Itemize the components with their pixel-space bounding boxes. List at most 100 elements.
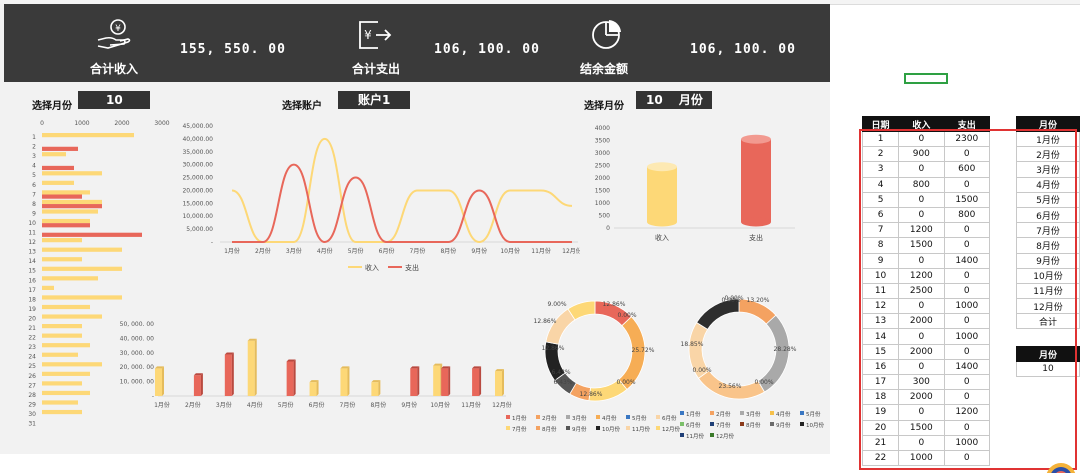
table-cell[interactable]: 22 [861, 449, 900, 467]
income-bar [42, 409, 82, 415]
income-donut-chart: 12.86% 0.00% 25.72% 0.00% 12.86% 6.43% 6.43% 12… [534, 300, 655, 402]
table-cell[interactable]: 12 [861, 298, 900, 315]
table-cell[interactable]: 2000 [898, 389, 945, 406]
kpi-label: 结余金额 [580, 62, 629, 76]
donut-data-label: 23.56% [719, 383, 742, 390]
table-cell[interactable]: 3 [861, 161, 900, 178]
table-row: 16 0 1400 [861, 358, 991, 376]
y-tick-label: 31 [28, 421, 36, 428]
table-cell[interactable]: 8月份 [1016, 237, 1080, 254]
cylinder-body [741, 139, 771, 222]
legend-label: 10月份 [806, 421, 824, 429]
income-bar [42, 324, 82, 329]
month-summary-table: 月份 1月份 2月份 3月份 4月份 5月份 6月份 7月份 8月份 9月份 10月份 11月份 12… [1016, 116, 1080, 330]
table-cell[interactable]: 3月份 [1016, 161, 1080, 178]
bar-top [247, 338, 257, 341]
donut-slice [696, 298, 740, 330]
table-cell[interactable]: 1200 [898, 267, 945, 284]
table-cell[interactable]: 1000 [943, 434, 991, 451]
table-cell[interactable]: 6月份 [1016, 206, 1080, 224]
table-cell[interactable]: 0 [943, 449, 991, 467]
table-cell[interactable]: 0 [898, 328, 945, 345]
income-bar [42, 190, 90, 195]
table-cell[interactable]: 0 [898, 161, 945, 178]
table-row: 6 0 800 [861, 206, 991, 224]
expense-bar [286, 361, 294, 396]
bar-top [441, 366, 451, 369]
donut-slice [545, 308, 576, 345]
table-cell[interactable]: 1000 [898, 449, 945, 467]
table-cell[interactable]: 0 [898, 298, 945, 315]
y-tick-label: 9 [32, 210, 36, 217]
table-cell[interactable]: 0 [943, 282, 991, 300]
table-cell[interactable]: 600 [943, 161, 991, 178]
table-cell[interactable]: 1400 [943, 358, 991, 376]
income-bar [42, 343, 90, 348]
x-tick-label: 1000 [74, 120, 89, 127]
account-selector[interactable]: 账户1 [338, 91, 410, 109]
table-cell[interactable]: 1000 [943, 328, 991, 345]
table-row: 3月份 [1016, 161, 1080, 178]
dashboard-panel: ¥ 合计收入 155, 550. 00 ¥ 合计支出 106, 100. 00 [0, 4, 830, 454]
table-cell[interactable]: 1200 [943, 404, 991, 421]
legend-label: 11月份 [686, 432, 704, 440]
pie-icon [592, 20, 621, 49]
donut-data-label: 0.00% [617, 312, 636, 319]
x-tick-label: 11月份 [531, 247, 551, 255]
table-cell[interactable]: 16 [861, 358, 900, 376]
table-cell[interactable]: 900 [898, 146, 945, 163]
table-cell[interactable]: 9月份 [1016, 252, 1080, 269]
table-cell[interactable]: 8 [861, 237, 900, 254]
table-cell[interactable]: 19 [861, 404, 900, 421]
table-row: 1月份 [1016, 130, 1080, 148]
table-cell[interactable]: 2000 [898, 313, 945, 330]
bar-top [155, 366, 164, 369]
table-cell[interactable]: 0 [943, 419, 991, 436]
y-tick-label: 10,000.00 [182, 213, 213, 220]
table-cell[interactable]: 13 [861, 313, 900, 330]
month-selected-value[interactable]: 10 [1016, 360, 1080, 378]
table-cell[interactable]: 20 [861, 419, 900, 436]
table-cell[interactable]: 1500 [898, 237, 945, 254]
kpi-value: 106, 100. 00 [434, 42, 540, 57]
month-selector-2[interactable]: 10 月份 [636, 91, 712, 109]
active-cell-cursor[interactable] [904, 73, 948, 84]
table-cell[interactable]: 4 [861, 176, 900, 193]
table-cell[interactable]: 0 [943, 373, 991, 391]
donut-data-label: 18.85% [681, 341, 704, 348]
kpi-banner: ¥ 合计收入 155, 550. 00 ¥ 合计支出 106, 100. 00 [4, 4, 830, 82]
bar-top [410, 366, 420, 369]
table-cell[interactable]: 1200 [898, 222, 945, 239]
table-cell[interactable]: 21 [861, 434, 900, 451]
month-selector[interactable]: 10 [78, 91, 150, 109]
y-tick-label: 5,000.00 [186, 226, 213, 233]
kpi-label: 合计支出 [352, 62, 401, 76]
table-row: 4 800 0 [861, 176, 991, 193]
expense-bar [42, 204, 102, 209]
table-cell[interactable]: 2 [861, 146, 900, 163]
table-cell[interactable]: 7月份 [1016, 222, 1080, 239]
legend-swatch [506, 426, 510, 430]
legend-label: 4月份 [602, 414, 617, 422]
y-tick-label: 11 [28, 230, 36, 237]
y-tick-label: 30,000.00 [182, 162, 213, 169]
table-cell[interactable]: 1500 [898, 419, 945, 436]
donut-data-label: 25.72% [632, 347, 655, 354]
table-cell[interactable]: 17 [861, 373, 900, 391]
table-cell[interactable]: 1月份 [1016, 130, 1080, 148]
legend-label: 8月份 [746, 421, 761, 429]
x-tick-label: 9月份 [471, 247, 487, 255]
table-cell[interactable]: 10 [861, 267, 900, 284]
bar-side [293, 359, 296, 396]
y-tick-label: 24 [28, 354, 36, 361]
table-cell[interactable]: 10月份 [1016, 267, 1080, 284]
table-cell[interactable]: 2月份 [1016, 146, 1080, 163]
y-tick-label: 20,000.00 [182, 187, 213, 194]
month-header: 月份 [1016, 116, 1080, 132]
table-cell[interactable]: 0 [898, 358, 945, 376]
table-cell[interactable]: 合计 [1016, 313, 1080, 330]
table-row: 7月份 [1016, 222, 1080, 239]
table-cell[interactable]: 0 [898, 404, 945, 421]
table-cell[interactable]: 0 [943, 313, 991, 330]
table-cell[interactable]: 7 [861, 222, 900, 239]
